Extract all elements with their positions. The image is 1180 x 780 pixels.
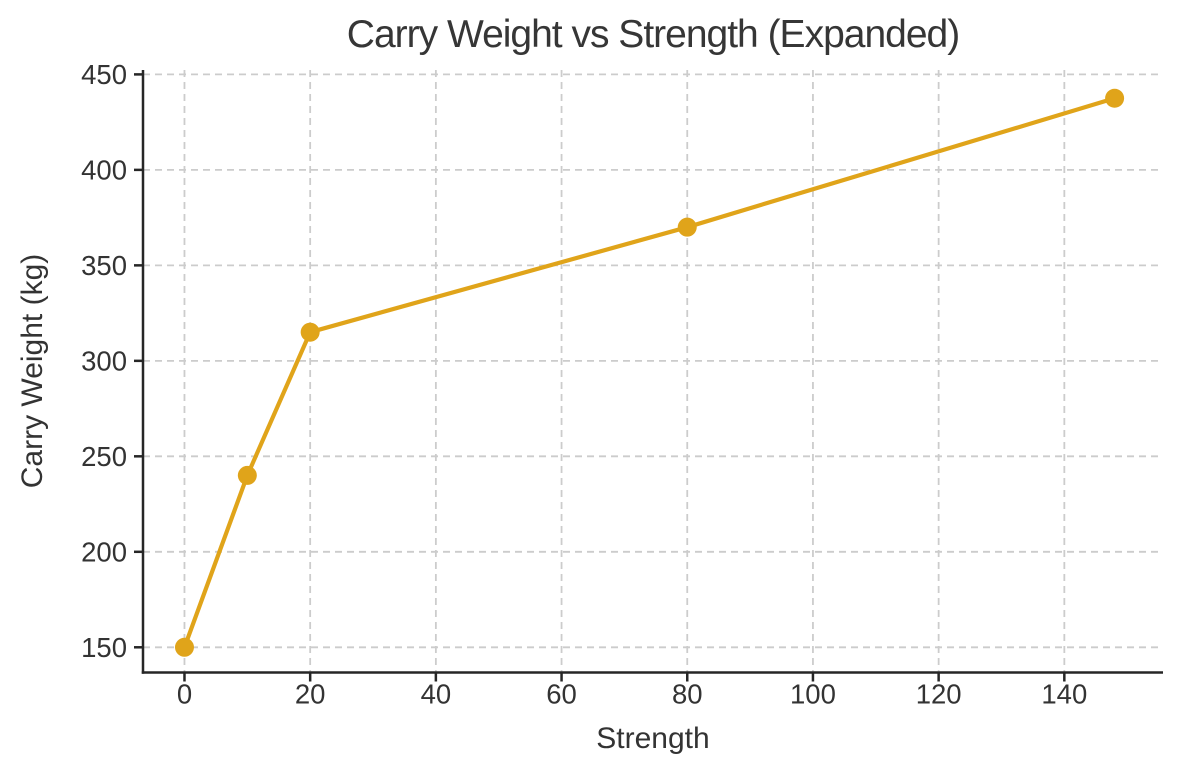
- x-axis-label: Strength: [596, 722, 710, 755]
- x-tick-label: 80: [672, 679, 703, 710]
- chart-title: Carry Weight vs Strength (Expanded): [346, 13, 960, 56]
- data-point: [677, 217, 697, 237]
- x-tick-label: 60: [546, 679, 577, 710]
- x-tick-label: 100: [790, 679, 836, 710]
- data-point: [237, 465, 257, 485]
- data-point: [1105, 88, 1125, 108]
- y-tick-label: 400: [81, 154, 127, 185]
- y-tick-label: 450: [81, 59, 127, 90]
- y-tick-label: 200: [81, 536, 127, 567]
- y-axis-label: Carry Weight (kg): [16, 253, 49, 489]
- y-tick-label: 250: [81, 441, 127, 472]
- y-tick-label: 350: [81, 250, 127, 281]
- data-line: [182, 96, 1117, 650]
- x-tick-label: 140: [1041, 679, 1087, 710]
- x-tick-label: 120: [916, 679, 962, 710]
- data-point: [174, 637, 194, 657]
- x-tick-label: 0: [177, 679, 192, 710]
- y-tick-label: 300: [81, 345, 127, 376]
- x-tick-label: 40: [421, 679, 452, 710]
- x-tick-label: 20: [295, 679, 326, 710]
- data-point: [300, 322, 320, 342]
- y-tick-label: 150: [81, 632, 127, 663]
